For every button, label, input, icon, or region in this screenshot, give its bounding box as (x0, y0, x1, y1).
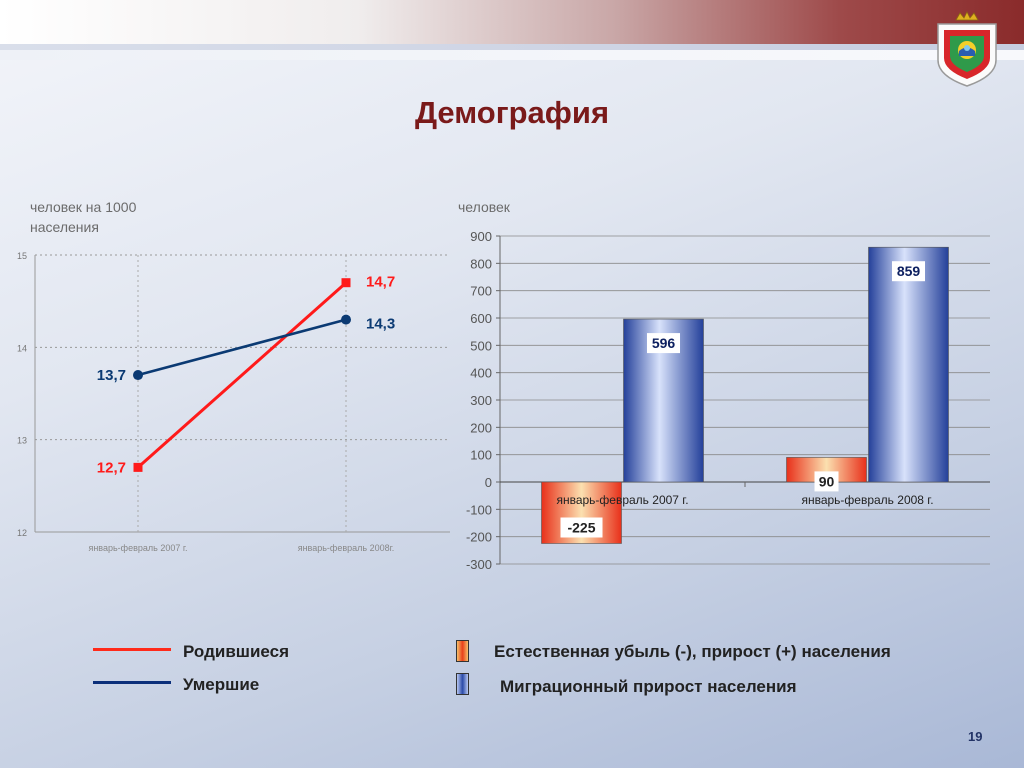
y-tick-label: 15 (17, 251, 27, 261)
data-point-marker (341, 314, 351, 325)
legend-natural-label: Естественная убыль (-), прирост (+) насе… (494, 642, 891, 661)
x-tick-label: январь-февраль 2007 г. (88, 543, 187, 553)
series-line-born (137, 281, 347, 469)
y-tick-label: -200 (466, 530, 492, 545)
data-label: 14,7 (366, 274, 395, 291)
legend-died-label: Умершие (183, 675, 260, 694)
data-label: 13,7 (97, 367, 126, 384)
data-label-box (814, 471, 839, 492)
data-point-marker (341, 278, 351, 288)
data-label-box (560, 517, 603, 538)
legend-migration-swatch (456, 673, 469, 695)
header-strip-light (0, 50, 1024, 60)
legend-died-line (93, 681, 171, 684)
data-label: -225 (567, 520, 595, 536)
legend-born-label: Родившиеся (183, 642, 289, 661)
x-tick-label: январь-февраль 2008 г. (801, 493, 933, 507)
page-title: Демография (414, 95, 610, 130)
data-label: 90 (819, 473, 835, 489)
header-band (0, 0, 1024, 44)
data-point-marker (133, 370, 143, 381)
legend-born-line (93, 648, 171, 651)
y-tick-label: 500 (470, 338, 492, 353)
migration-bar (868, 246, 949, 483)
header-strip (0, 44, 1024, 50)
population-change-bar-chart: -300 -200 -100 0 100 200 300 400 500 600 700 800 900… (466, 229, 990, 572)
right-unit-label: человек (458, 199, 510, 215)
x-tick-label: январь-февраль 2008г. (298, 543, 395, 553)
y-tick-label: 13 (17, 436, 27, 446)
coat-of-arms-logo (937, 11, 997, 87)
legend-migration-label: Миграционный прирост населения (500, 677, 797, 696)
left-unit-label: человек на 1000 населения (30, 199, 137, 235)
y-tick-label: -300 (466, 557, 492, 572)
y-tick-label: 100 (470, 448, 492, 463)
y-tick-label: 12 (17, 528, 27, 538)
data-label: 859 (897, 263, 921, 279)
data-label-box (647, 333, 680, 354)
page-number: 19 (968, 729, 983, 744)
y-tick-label: 0 (485, 475, 492, 490)
y-tick-label: 300 (470, 393, 492, 408)
y-tick-label: 200 (470, 420, 492, 435)
x-tick-label: январь-февраль 2007 г. (556, 493, 688, 507)
legend-natural-swatch (456, 640, 469, 662)
y-tick-label: 14 (17, 343, 27, 353)
data-label: 596 (652, 335, 676, 351)
birth-death-line-chart: 12 13 14 15 январь-февраль 2007 г. январь-фев… (17, 251, 450, 553)
data-point-marker (133, 462, 143, 472)
y-tick-label: 700 (470, 284, 492, 299)
data-label-box (892, 261, 925, 282)
series-line-died (137, 318, 347, 377)
data-label: 12,7 (97, 459, 126, 476)
y-tick-label: 800 (470, 256, 492, 271)
y-tick-label: 600 (470, 311, 492, 326)
y-tick-label: 400 (470, 366, 492, 381)
y-tick-label: 900 (470, 229, 492, 244)
data-label: 14,3 (366, 316, 395, 333)
y-tick-label: -100 (466, 502, 492, 517)
